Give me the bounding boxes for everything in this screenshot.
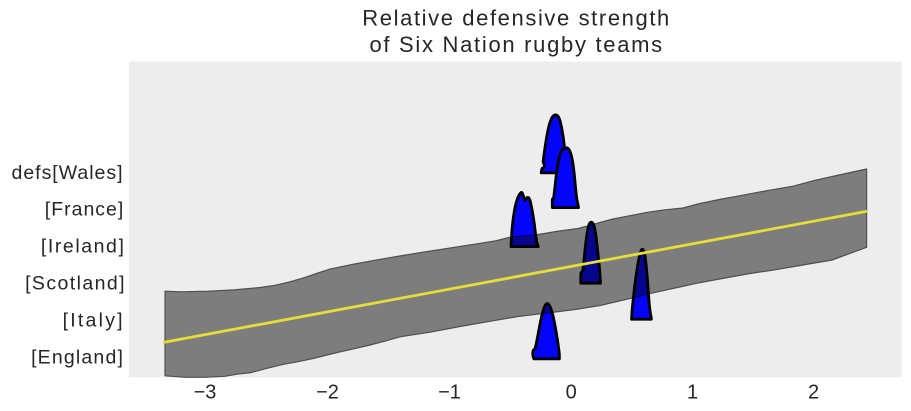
svg-text:[England]: [England] bbox=[31, 347, 123, 369]
svg-text:−2: −2 bbox=[316, 381, 339, 403]
svg-text:1: 1 bbox=[687, 381, 698, 403]
svg-text:[Italy]: [Italy] bbox=[63, 310, 123, 332]
svg-text:defs[Wales]: defs[Wales] bbox=[12, 162, 123, 184]
svg-text:2: 2 bbox=[808, 381, 819, 403]
svg-text:0: 0 bbox=[566, 381, 577, 403]
svg-text:of Six Nation rugby teams: of Six Nation rugby teams bbox=[369, 32, 663, 57]
svg-text:−1: −1 bbox=[438, 381, 461, 403]
svg-text:[Scotland]: [Scotland] bbox=[25, 273, 125, 295]
svg-text:Relative defensive strength: Relative defensive strength bbox=[362, 5, 671, 30]
svg-text:[France]: [France] bbox=[45, 199, 124, 221]
svg-text:−3: −3 bbox=[194, 381, 217, 403]
